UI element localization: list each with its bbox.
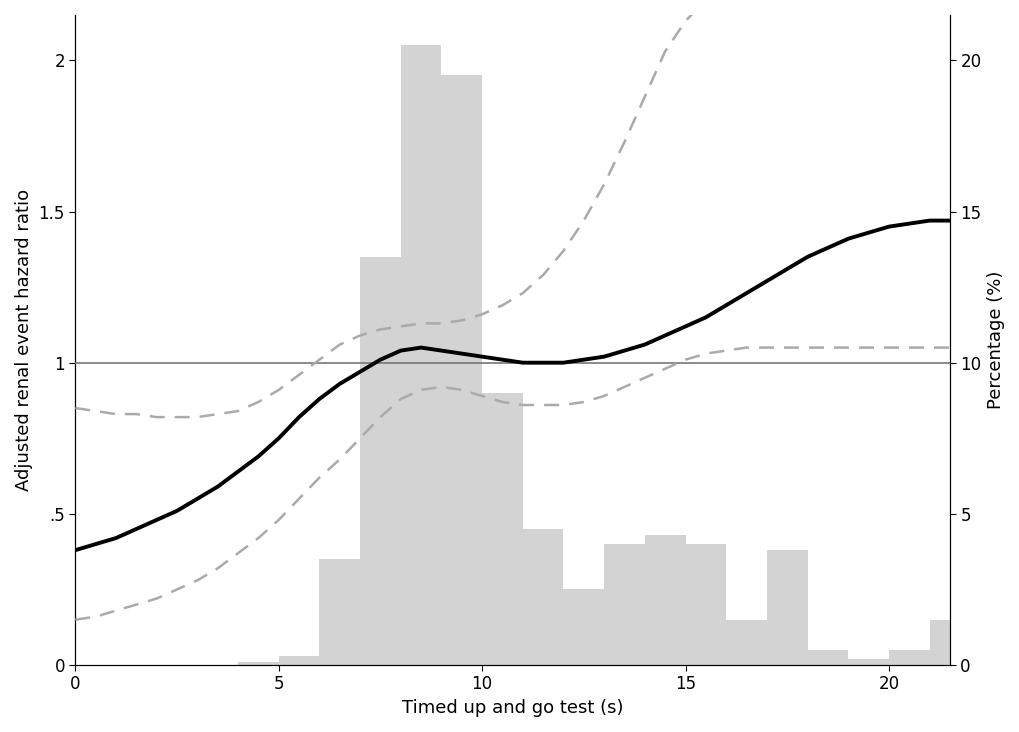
Bar (928, 620, 969, 665)
Bar (400, 45, 441, 665)
Bar (482, 393, 523, 665)
Bar (278, 656, 319, 665)
Bar (523, 529, 562, 665)
Bar (360, 257, 400, 665)
Bar (319, 559, 360, 665)
Y-axis label: Percentage (%): Percentage (%) (986, 271, 1004, 409)
Bar (685, 544, 726, 665)
Bar (726, 620, 766, 665)
Bar (766, 550, 807, 665)
X-axis label: Timed up and go test (s): Timed up and go test (s) (401, 699, 623, 717)
Bar (237, 662, 278, 665)
Bar (888, 650, 928, 665)
Bar (807, 650, 848, 665)
Bar (644, 535, 685, 665)
Bar (441, 75, 482, 665)
Bar (603, 544, 644, 665)
Bar (562, 589, 603, 665)
Y-axis label: Adjusted renal event hazard ratio: Adjusted renal event hazard ratio (15, 189, 33, 491)
Bar (848, 659, 888, 665)
